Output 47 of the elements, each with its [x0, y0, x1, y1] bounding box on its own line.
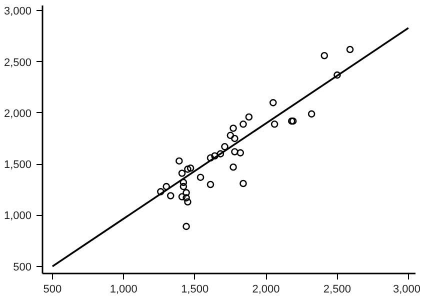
point — [178, 170, 186, 177]
point — [230, 124, 237, 132]
point — [211, 152, 218, 160]
point — [231, 148, 238, 156]
point — [269, 99, 277, 106]
y-tick-label: 1,000 — [4, 210, 32, 222]
point — [320, 52, 328, 60]
y-tick-label: 2,500 — [4, 56, 32, 69]
point — [162, 182, 170, 190]
point — [186, 164, 194, 172]
point — [178, 193, 186, 200]
point — [182, 222, 190, 230]
point — [176, 157, 183, 165]
x-tick-label: 2,000 — [252, 284, 280, 296]
y-tick-label: 1,500 — [4, 159, 32, 172]
point — [157, 188, 164, 196]
point — [308, 110, 316, 118]
x-tick-label: 1,000 — [110, 284, 138, 296]
x-tick-label: 1,500 — [181, 284, 209, 296]
point — [346, 46, 354, 54]
point — [196, 174, 204, 181]
point — [184, 198, 192, 206]
point — [166, 192, 174, 200]
x-tick-label: 500 — [43, 284, 62, 296]
point — [270, 120, 278, 128]
point — [334, 71, 341, 79]
point — [231, 134, 238, 142]
x-tick-label: 2,500 — [323, 284, 351, 296]
y-tick-label: 500 — [13, 261, 32, 274]
point — [206, 180, 214, 188]
point — [240, 180, 247, 188]
y-tick-label: 2,000 — [4, 108, 32, 120]
x-tick-label: 3,000 — [392, 284, 421, 296]
point — [180, 182, 188, 190]
point — [180, 178, 188, 186]
point — [240, 120, 247, 128]
point — [182, 194, 190, 202]
point — [184, 166, 192, 173]
point — [230, 163, 237, 171]
point — [182, 189, 190, 196]
point — [221, 143, 228, 150]
point — [245, 113, 253, 121]
point — [226, 132, 234, 140]
point — [206, 154, 214, 162]
y-tick-label: 3,000 — [4, 6, 32, 18]
point — [216, 150, 224, 158]
point — [236, 149, 244, 156]
